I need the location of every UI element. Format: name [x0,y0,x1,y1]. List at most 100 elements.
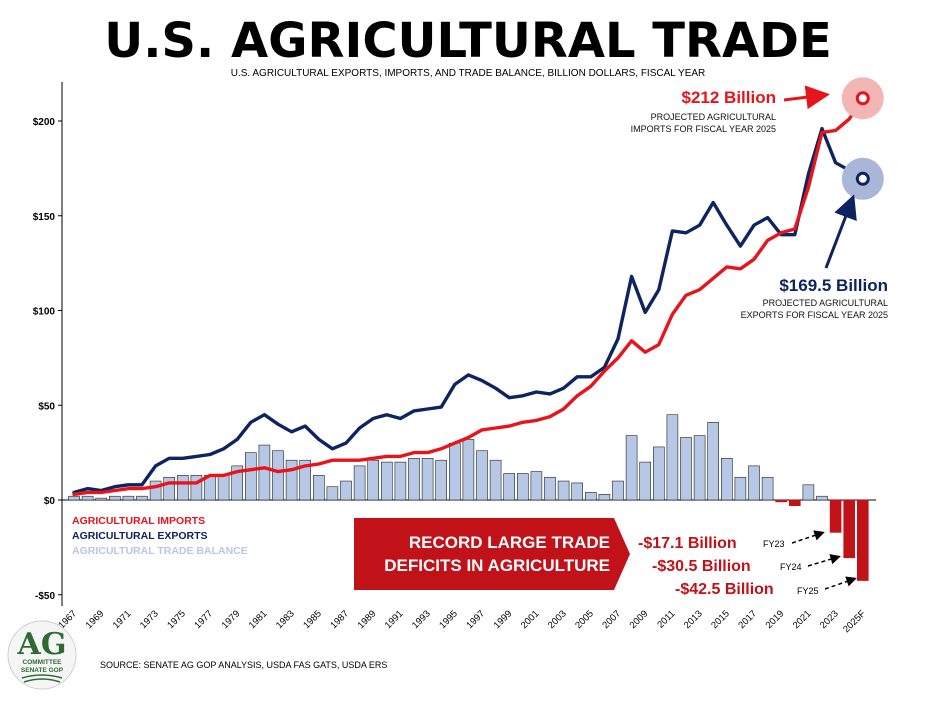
balance-bar [707,422,720,501]
balance-bar [489,459,502,501]
exports-projection-note-2: EXPORTS FOR FISCAL YEAR 2025 [741,310,888,320]
balance-bar [476,450,488,501]
balance-bar [122,495,135,501]
balance-bar [557,480,570,501]
balance-bar [245,452,257,501]
y-tick-label: $150 [33,212,56,223]
balance-bar [177,475,189,501]
x-tick-label: 1989 [356,608,379,631]
balance-bar [326,486,339,501]
legend-exports: AGRICULTURAL EXPORTS [72,530,208,542]
balance-bar [149,480,162,501]
y-tick-label: $50 [38,401,55,412]
balance-bar [761,476,774,501]
deficit-fy24-arrow [807,554,841,567]
balance-bar [258,444,271,501]
balance-bar [816,495,828,501]
imports-projection-value: $212 Billion [682,88,776,107]
exports-line [72,126,865,495]
deficit-callout-banner [354,518,630,590]
balance-bar [380,461,393,501]
x-tick-label: 1983 [274,608,297,631]
imports-projection-arrow [783,85,830,110]
series-lines [72,77,884,496]
balance-bar [68,495,80,501]
balance-bar [530,471,543,501]
x-tick-label: 2005 [573,608,596,631]
chart-title: U.S. AGRICULTURAL TRADE [104,13,832,69]
imports-projection-note-2: IMPORTS FOR FISCAL YEAR 2025 [631,124,776,134]
imports-projection-note-1: PROJECTED AGRICULTURAL [651,112,776,122]
deficit-fy23-value: -$17.1 Billion [638,535,737,552]
balance-bar [598,494,611,501]
x-tick-label: 1973 [138,608,161,631]
balance-bar [109,495,121,501]
x-tick-label: 1977 [192,608,215,631]
exports-projection-value: $169.5 Billion [779,276,888,295]
balance-bar [734,476,747,501]
balance-bar [95,497,107,501]
x-tick-label: 1969 [84,608,107,631]
x-tick-label: 2003 [546,608,569,631]
balance-bar [394,461,407,501]
balance-bar [584,492,597,501]
balance-bar [217,475,230,501]
balance-bar [639,461,652,501]
x-tick-label: 1995 [437,608,460,631]
deficit-fy23-arrow [791,530,825,544]
balance-bar [843,499,856,559]
balance-bar [856,499,869,581]
ag-committee-logo: AG COMMITTEE SENATE GOP [7,620,77,690]
balance-bar [190,475,203,501]
balance-bar [720,458,733,501]
deficit-fy24-year: FY24 [780,562,802,572]
balance-bar [829,499,842,533]
x-tick-label: 2017 [736,608,759,631]
x-tick-label: 2013 [682,608,705,631]
balance-bar [448,442,461,501]
logo-line-2: SENATE GOP [21,667,64,674]
logo-line-1: COMMITTEE [23,659,63,666]
balance-bar [666,414,679,501]
balance-bar [775,499,788,503]
balance-bar [748,465,760,501]
x-axis-ticks: 1967 1969 1971 1973 1975 1977 1979 1981 1983 1985… [56,608,868,635]
x-tick-label: 2009 [628,608,651,631]
balance-bar [680,437,692,501]
balance-bar [693,435,706,501]
x-tick-label: 1981 [247,608,270,631]
balance-bar [435,459,448,501]
balance-bar [516,473,529,501]
balance-bar [299,459,312,501]
x-tick-label: 1987 [328,608,351,631]
x-tick-label: 2007 [600,608,623,631]
x-tick-label: 1999 [492,608,515,631]
balance-bar [612,480,624,501]
x-tick-label: 2025F [841,608,868,635]
balance-bar [421,458,434,501]
exports-projection-arrow [824,194,857,269]
balance-bar [340,480,352,501]
balance-bar [231,465,243,501]
balance-bar [312,475,325,501]
y-tick-label: -$50 [35,591,55,602]
logo-ag-text: AG [17,627,67,662]
balance-bar [625,435,638,501]
imports-endpoint-marker [855,91,870,106]
balance-bar [652,446,665,501]
balance-bar [571,482,584,501]
deficit-fy23-year: FY23 [763,539,785,549]
deficit-fy25-value: -$42.5 Billion [675,581,774,598]
balance-bar [285,459,298,501]
balance-bar [163,476,175,501]
chart-subtitle: U.S. AGRICULTURAL EXPORTS, IMPORTS, AND … [231,68,706,79]
balance-bar [788,499,801,506]
x-tick-label: 1985 [301,608,324,631]
x-tick-label: 1997 [464,608,487,631]
y-tick-label: $0 [44,496,56,507]
x-tick-label: 2011 [655,608,677,630]
x-tick-label: 1979 [220,608,243,631]
balance-bar [367,459,380,501]
exports-projection-note-1: PROJECTED AGRICULTURAL [763,298,888,308]
